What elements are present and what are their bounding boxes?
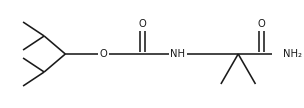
Text: O: O — [138, 19, 146, 29]
Text: O: O — [257, 19, 265, 29]
Text: O: O — [100, 49, 108, 59]
Text: NH: NH — [170, 49, 185, 59]
Text: NH₂: NH₂ — [283, 49, 302, 59]
